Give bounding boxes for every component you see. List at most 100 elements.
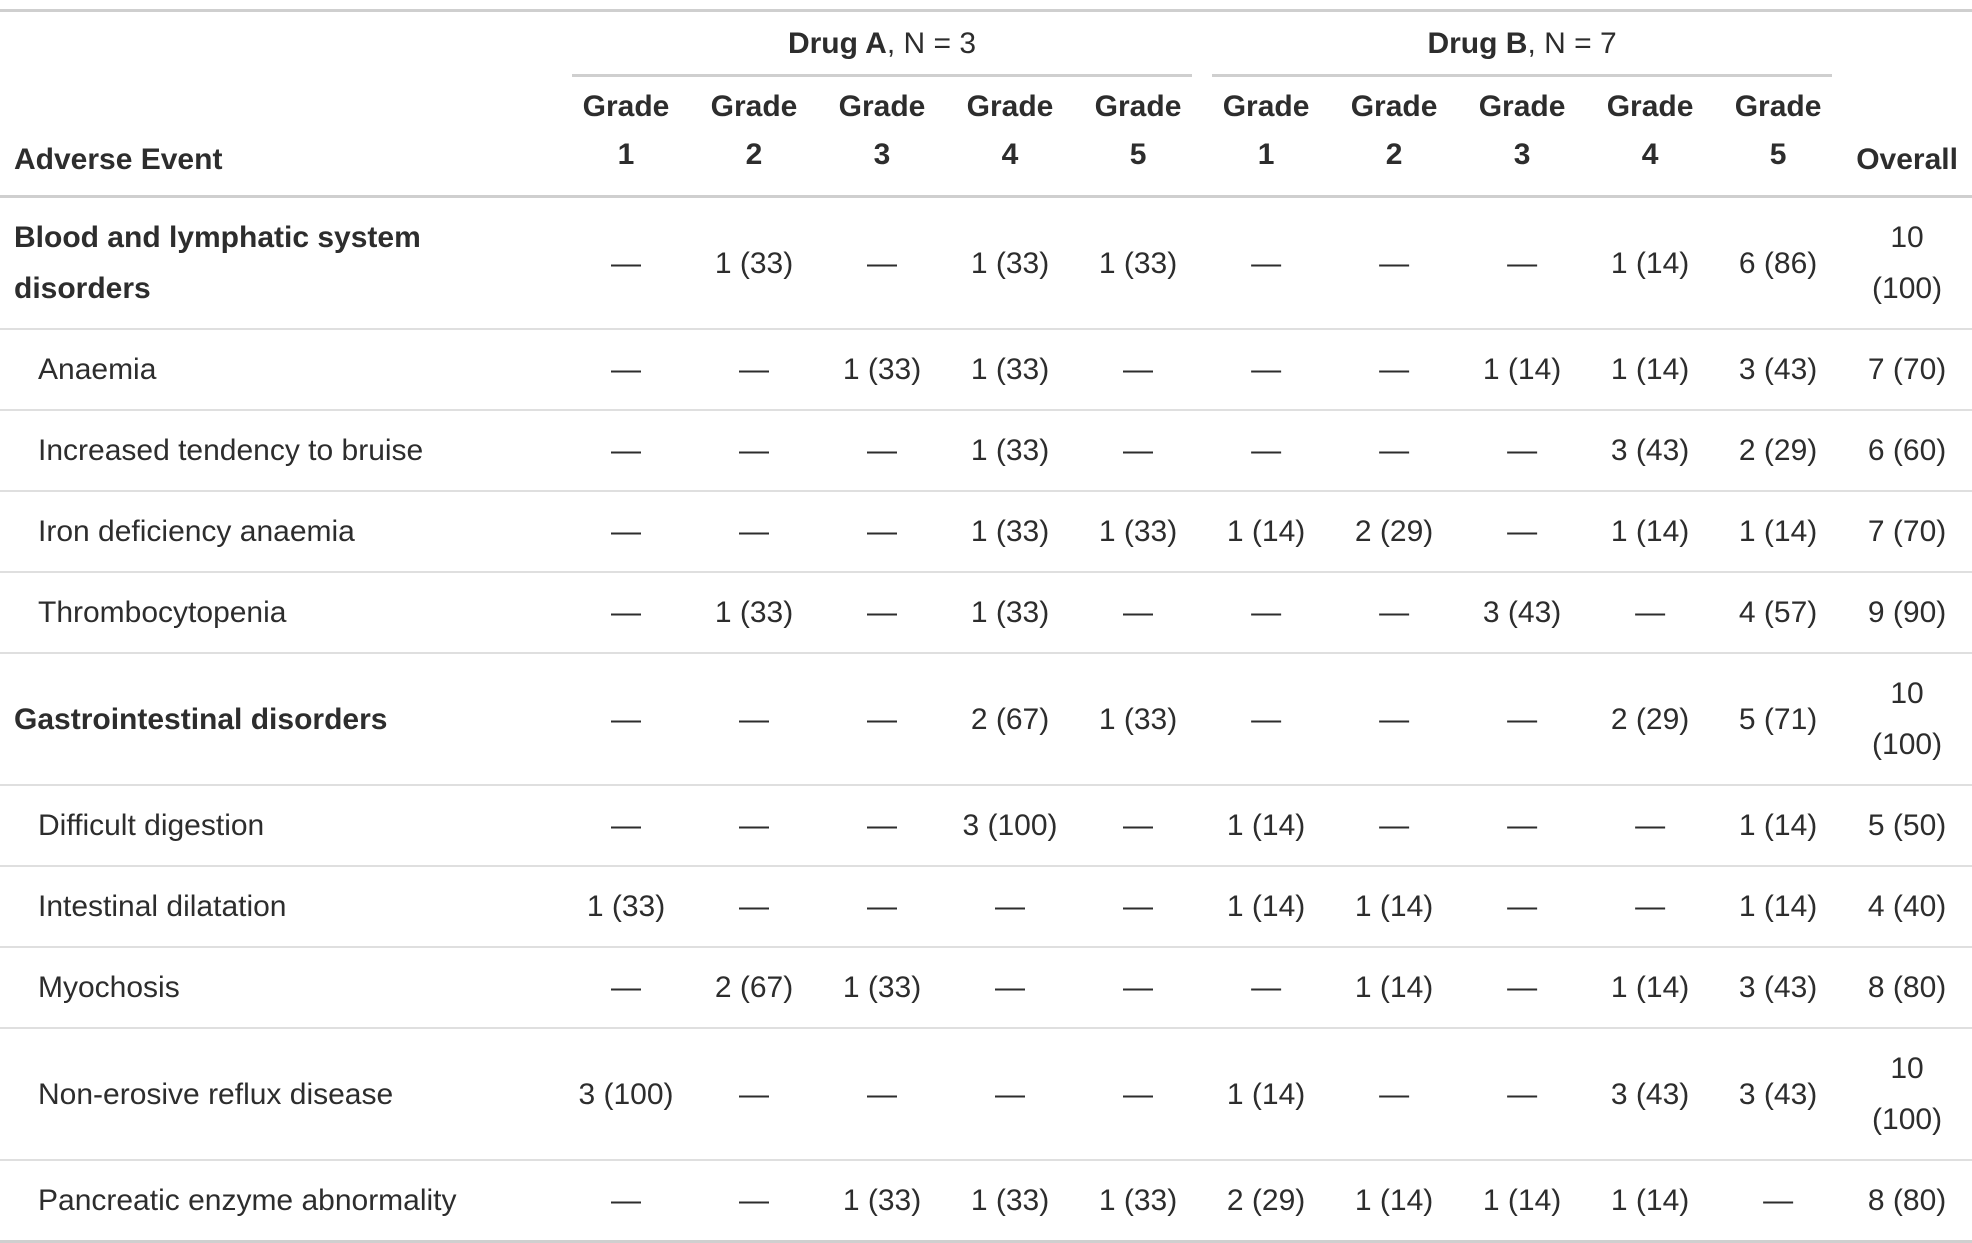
grade-header-word: Grade	[582, 90, 670, 123]
value-cell: —	[1763, 1184, 1794, 1217]
value-cell: —	[1123, 890, 1154, 923]
value-cell: —	[1379, 702, 1410, 736]
grade-header-word: Grade	[1734, 90, 1822, 123]
value-cell: —	[1251, 246, 1282, 280]
value-cell: 3 (43)	[1610, 434, 1690, 467]
value-cell: 2 (67)	[714, 971, 794, 1004]
value-cell: 1 (14)	[1482, 1184, 1562, 1217]
event-row: Anaemia — — 1 (33) 1 (33) — — — 1 (14) 1 (14) 3 (4…	[0, 329, 1972, 410]
value-cell: —	[611, 971, 641, 1004]
value-cell: —	[1507, 702, 1538, 736]
value-cell: 2 (29)	[1354, 515, 1434, 548]
value-cell: 1 (14)	[1354, 1184, 1434, 1217]
value-cell: —	[611, 434, 641, 467]
column-header-grade: Grade 1	[1202, 77, 1330, 197]
grade-header-word: Grade	[1222, 90, 1310, 123]
grade-header-number: 3	[873, 138, 891, 171]
value-cell: —	[867, 702, 897, 736]
value-cell: 1 (33)	[970, 353, 1050, 386]
grade-header-number: 3	[1513, 138, 1531, 171]
value-cell: —	[867, 890, 897, 923]
spanner-drug-b-name: Drug B	[1427, 27, 1528, 60]
value-cell: 1 (14)	[1482, 353, 1562, 386]
value-cell: —	[995, 971, 1025, 1004]
event-row: Difficult digestion — — — 3 (100) — 1 (14) — — — 1…	[0, 785, 1972, 866]
value-cell: —	[1507, 515, 1538, 548]
value-cell: 4 (40)	[1867, 890, 1947, 923]
event-row: Thrombocytopenia — 1 (33) — 1 (33) — — — 3 (43) —…	[0, 572, 1972, 653]
value-cell: 1 (14)	[1354, 890, 1434, 923]
column-header-grade: Grade 4	[1586, 77, 1714, 197]
value-cell: 9 (90)	[1867, 596, 1947, 629]
value-cell: —	[1635, 809, 1666, 842]
value-cell: 2 (67)	[970, 702, 1050, 736]
value-cell: —	[739, 702, 769, 736]
grade-header-number: 4	[1001, 138, 1019, 171]
event-row: Pancreatic enzyme abnormality — — 1 (33) 1 (…	[0, 1160, 1972, 1242]
value-cell: —	[1251, 434, 1282, 467]
row-label: Increased tendency to bruise	[38, 434, 424, 467]
value-cell: 1 (14)	[1226, 809, 1306, 842]
value-cell: —	[867, 596, 897, 629]
grade-header-word: Grade	[710, 90, 798, 123]
event-row: Intestinal dilatation 1 (33) — — — — 1 (14) 1 (…	[0, 866, 1972, 947]
value-cell: 1 (14)	[1610, 515, 1690, 548]
value-cell: 1 (33)	[1098, 515, 1178, 548]
value-cell: 2 (29)	[1610, 702, 1690, 736]
spanner-drug-a-label: Drug A, N = 3	[562, 12, 1202, 74]
value-cell: 2 (29)	[1226, 1184, 1306, 1217]
value-cell: —	[1379, 353, 1410, 386]
spanner-drug-b-n: , N = 7	[1527, 27, 1617, 60]
value-cell: —	[1379, 246, 1410, 280]
value-cell: —	[1507, 246, 1538, 280]
value-cell: 1 (14)	[1226, 890, 1306, 923]
value-cell: —	[867, 515, 897, 548]
value-cell: 10 (100)	[1872, 677, 1943, 761]
column-header-grade: Grade 5	[1714, 77, 1842, 197]
value-cell: 8 (80)	[1867, 1184, 1947, 1217]
grade-header-number: 5	[1129, 138, 1147, 171]
event-row: Increased tendency to bruise — — — 1 (33) — — —…	[0, 410, 1972, 491]
value-cell: —	[1507, 1077, 1538, 1111]
row-label: Thrombocytopenia	[38, 596, 287, 629]
value-cell: 6 (86)	[1738, 246, 1818, 280]
grade-header-number: 4	[1641, 138, 1659, 171]
event-row: Non-erosive reflux disease 3 (100) — — — — 1 (…	[0, 1028, 1972, 1160]
value-cell: 4 (57)	[1738, 596, 1818, 629]
value-cell: 1 (33)	[970, 246, 1050, 280]
event-row: Myochosis — 2 (67) 1 (33) — — — 1 (14) — 1 (14) 3 …	[0, 947, 1972, 1028]
value-cell: —	[995, 890, 1025, 923]
grade-header-row: Grade 1 Grade 2 Grade 3 Grade 4 Grade 5 Grade 1 Grad…	[0, 77, 1972, 197]
column-header-grade: Grade 3	[1458, 77, 1586, 197]
value-cell: —	[1123, 1077, 1154, 1111]
value-cell: 10 (100)	[1872, 221, 1943, 305]
value-cell: 1 (33)	[842, 1184, 922, 1217]
value-cell: —	[611, 702, 641, 736]
value-cell: —	[995, 1077, 1025, 1111]
value-cell: 3 (43)	[1738, 971, 1818, 1004]
value-cell: —	[1507, 971, 1538, 1004]
value-cell: 1 (33)	[970, 1184, 1050, 1217]
grade-header-word: Grade	[1606, 90, 1694, 123]
value-cell: —	[867, 434, 897, 467]
column-header-grade: Grade 4	[946, 77, 1074, 197]
grade-header-word: Grade	[838, 90, 926, 123]
column-header-grade: Grade 2	[690, 77, 818, 197]
spanner-drug-a-underline	[572, 74, 1193, 77]
column-header-grade: Grade 2	[1330, 77, 1458, 197]
value-cell: 1 (14)	[1738, 809, 1818, 842]
value-cell: 3 (43)	[1738, 1077, 1818, 1111]
value-cell: —	[867, 809, 897, 842]
value-cell: 1 (33)	[970, 596, 1050, 629]
value-cell: 1 (14)	[1610, 246, 1690, 280]
value-cell: 3 (100)	[962, 809, 1058, 842]
value-cell: 3 (43)	[1738, 353, 1818, 386]
spanner-drug-a-n: , N = 3	[886, 27, 977, 60]
value-cell: 1 (33)	[842, 971, 922, 1004]
value-cell: 1 (14)	[1610, 353, 1690, 386]
value-cell: —	[1635, 596, 1666, 629]
value-cell: —	[611, 596, 641, 629]
row-label: Pancreatic enzyme abnormality	[38, 1184, 457, 1217]
value-cell: —	[739, 1077, 769, 1111]
column-header-overall: Overall	[1856, 143, 1958, 176]
